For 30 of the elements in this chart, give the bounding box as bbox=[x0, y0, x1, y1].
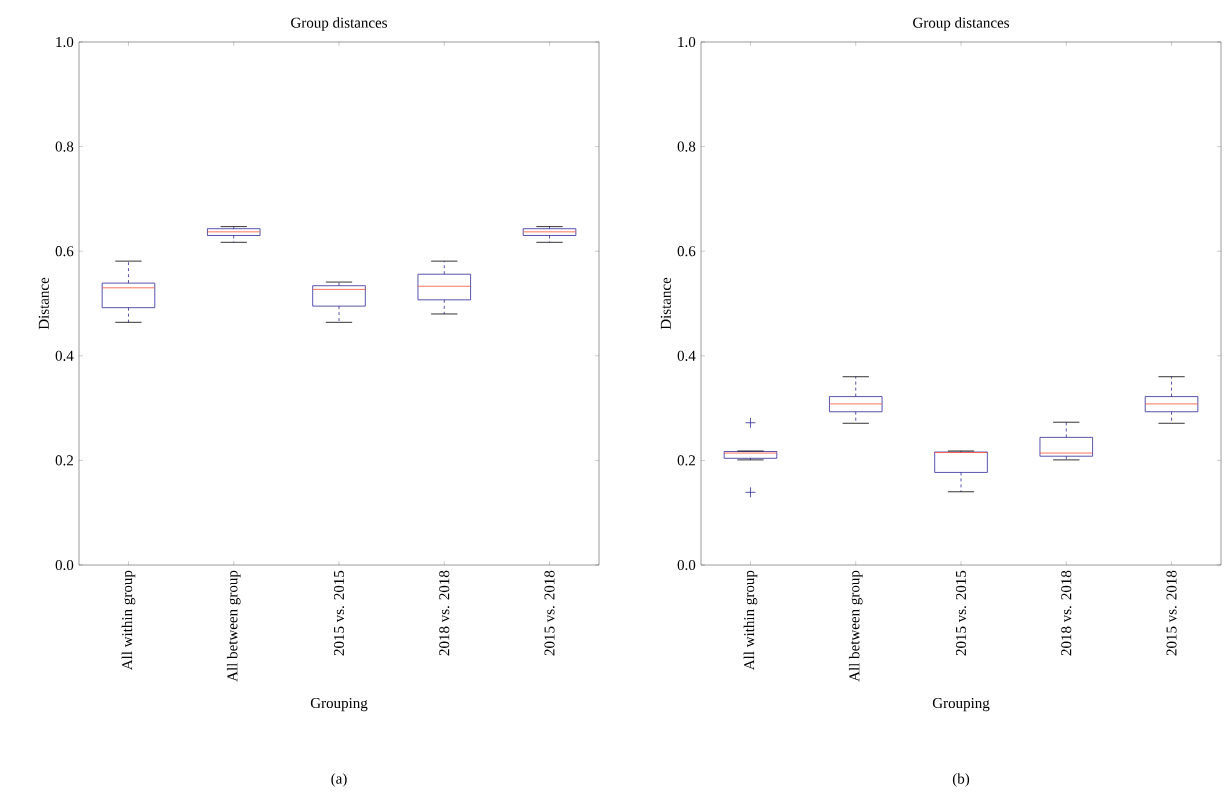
y-tick-label: 0.4 bbox=[55, 350, 74, 361]
x-tick-label: 2018 vs. 2018 bbox=[439, 570, 450, 656]
y-tick-label: 0.4 bbox=[677, 350, 696, 361]
y-tick-label: 0.2 bbox=[677, 455, 695, 466]
y-tick-label: 1.0 bbox=[678, 36, 696, 48]
x-axis-title: Grouping bbox=[932, 698, 990, 712]
x-axis-title: Grouping bbox=[310, 698, 368, 712]
y-tick-label: 0.6 bbox=[677, 246, 696, 257]
x-tick-label: All within group bbox=[121, 570, 136, 671]
chart-title: Group distances bbox=[291, 17, 387, 31]
y-tick-label: 0.2 bbox=[55, 455, 73, 466]
y-tick-label: 1.0 bbox=[56, 36, 74, 48]
x-tick-label: 2015 vs. 2018 bbox=[544, 570, 555, 656]
x-tick-label: 2015 vs. 2015 bbox=[333, 570, 345, 656]
y-tick-label: 0.6 bbox=[55, 246, 74, 257]
x-tick-label: All between group bbox=[848, 570, 863, 682]
y-axis-title: Distance bbox=[660, 277, 671, 330]
y-tick-label: 0.8 bbox=[677, 141, 696, 152]
x-tick-label: All between group bbox=[226, 570, 241, 682]
text: (a) bbox=[331, 773, 347, 787]
x-tick-label: 2015 vs. 2018 bbox=[1166, 570, 1177, 656]
y-tick-label: 0.8 bbox=[55, 141, 74, 152]
y-axis-title: Distance bbox=[38, 277, 49, 330]
y-tick-label: 0.0 bbox=[677, 559, 696, 571]
x-tick-label: All within group bbox=[743, 570, 758, 671]
x-tick-label: 2015 vs. 2015 bbox=[955, 570, 967, 656]
text: (b) bbox=[952, 773, 970, 787]
x-tick-label: 2018 vs. 2018 bbox=[1061, 570, 1072, 656]
chart-title: Group distances bbox=[913, 17, 1010, 31]
y-tick-label: 0.0 bbox=[55, 559, 74, 571]
